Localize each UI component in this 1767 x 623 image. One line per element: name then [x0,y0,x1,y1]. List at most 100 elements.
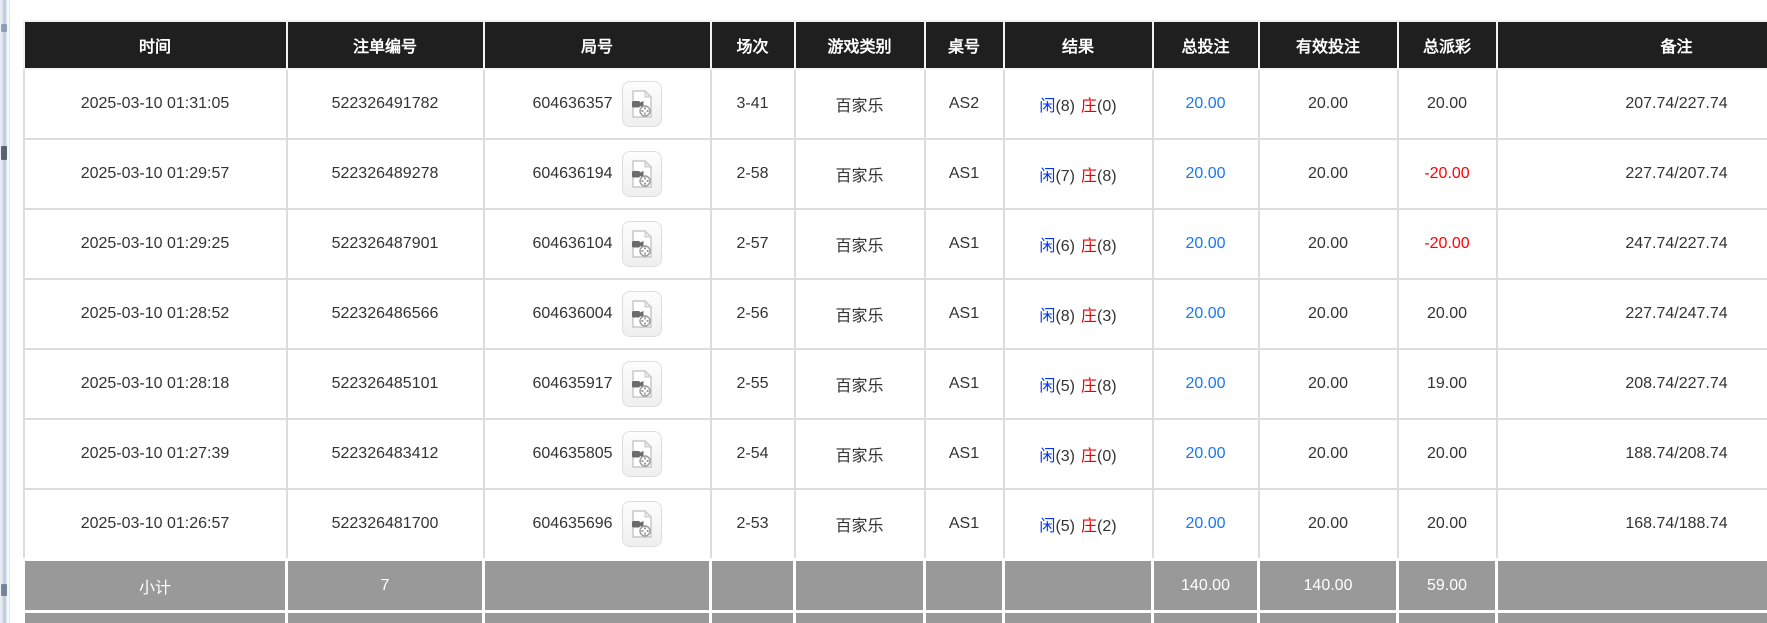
cell-total-bet: 20.00 [1151,278,1260,350]
table-header-row: 时间 注单编号 局号 场次 游戏类别 桌号 结果 总投注 有效投注 总派彩 备注 [22,20,1767,70]
summary-payout: 59.00 [1396,610,1498,623]
cell-result: 闲(7) 庄(8) [1002,138,1154,210]
round-number: 604635696 [532,515,613,532]
summary-total-bet: 140.00 [1151,610,1260,623]
cell-valid-bet: 20.00 [1257,418,1399,490]
player-score: (8) [1055,308,1075,325]
cell-result: 闲(3) 庄(0) [1002,418,1154,490]
edge-artifact [1,584,7,596]
video-file-icon [631,300,652,328]
window-edge-strip [0,0,10,623]
cell-table-no: AS1 [923,278,1005,350]
edge-artifact [1,24,7,32]
cell-bet-id: 522326485101 [285,348,485,420]
cell-session: 2-56 [709,278,796,350]
cell-valid-bet: 20.00 [1257,68,1399,140]
column-header: 桌号 [923,20,1005,70]
banker-result-label: 庄 [1081,448,1098,465]
round-number: 604636357 [532,95,613,112]
column-header: 游戏类别 [793,20,926,70]
video-replay-button[interactable] [621,221,662,267]
round-number: 604635805 [532,445,613,462]
column-header: 备注 [1495,20,1767,70]
cell-session: 2-54 [709,418,796,490]
video-replay-button[interactable] [621,81,662,127]
cell-total-bet: 20.00 [1151,68,1260,140]
cell-time: 2025-03-10 01:26:57 [22,488,288,561]
player-result-label: 闲 [1039,98,1056,115]
cell-game-type: 百家乐 [793,278,926,350]
summary-empty-round [482,558,712,613]
video-file-icon [631,160,652,188]
cell-result: 闲(8) 庄(3) [1002,278,1154,350]
column-header: 总派彩 [1396,20,1498,70]
table-row: 2025-03-10 01:28:52 522326486566 6046360… [22,278,1767,350]
player-score: (3) [1055,448,1075,465]
video-replay-button[interactable] [621,151,662,197]
cell-time: 2025-03-10 01:29:25 [22,208,288,280]
column-header: 总投注 [1151,20,1260,70]
table-row: 2025-03-10 01:29:57 522326489278 6046361… [22,138,1767,210]
bet-records-table: 时间 注单编号 局号 场次 游戏类别 桌号 结果 总投注 有效投注 总派彩 备注… [22,20,1767,623]
banker-result-label: 庄 [1081,518,1098,535]
cell-total-bet: 20.00 [1151,348,1260,420]
cell-game-type: 百家乐 [793,348,926,420]
cell-remark: 207.74/227.74 [1495,68,1767,140]
player-result-label: 闲 [1039,378,1056,395]
edge-artifact [1,146,7,160]
cell-round: 604636194 [482,138,712,210]
cell-game-type: 百家乐 [793,138,926,210]
cell-valid-bet: 20.00 [1257,488,1399,561]
banker-result-label: 庄 [1081,238,1098,255]
video-replay-button[interactable] [621,361,662,407]
banker-score: (3) [1097,308,1117,325]
cell-bet-id: 522326489278 [285,138,485,210]
summary-empty-session [709,558,796,613]
cell-total-bet: 20.00 [1151,138,1260,210]
cell-payout: 20.00 [1396,68,1498,140]
summary-empty-game-type [793,558,926,613]
video-replay-button[interactable] [621,501,662,547]
summary-row: 总计 7 140.00 140.00 59.00 [22,610,1767,623]
cell-remark: 227.74/207.74 [1495,138,1767,210]
video-file-icon [631,90,652,118]
player-result-label: 闲 [1039,448,1056,465]
column-header: 场次 [709,20,796,70]
summary-empty-remark [1495,558,1767,613]
banker-result-label: 庄 [1081,98,1098,115]
banker-score: (8) [1097,378,1117,395]
round-number: 604635917 [532,375,613,392]
cell-session: 2-57 [709,208,796,280]
column-header: 时间 [22,20,288,70]
cell-time: 2025-03-10 01:31:05 [22,68,288,140]
summary-row: 小计 7 140.00 140.00 59.00 [22,558,1767,613]
table-row: 2025-03-10 01:26:57 522326481700 6046356… [22,488,1767,561]
cell-game-type: 百家乐 [793,418,926,490]
cell-valid-bet: 20.00 [1257,348,1399,420]
cell-bet-id: 522326487901 [285,208,485,280]
cell-remark: 168.74/188.74 [1495,488,1767,561]
cell-session: 2-58 [709,138,796,210]
cell-bet-id: 522326483412 [285,418,485,490]
cell-bet-id: 522326481700 [285,488,485,561]
cell-result: 闲(6) 庄(8) [1002,208,1154,280]
table-row: 2025-03-10 01:27:39 522326483412 6046358… [22,418,1767,490]
cell-game-type: 百家乐 [793,68,926,140]
summary-valid-bet: 140.00 [1257,558,1399,613]
table-row: 2025-03-10 01:31:05 522326491782 6046363… [22,68,1767,140]
summary-total-bet: 140.00 [1151,558,1260,613]
player-score: (6) [1055,238,1075,255]
video-file-icon [631,440,652,468]
cell-remark: 208.74/227.74 [1495,348,1767,420]
cell-valid-bet: 20.00 [1257,278,1399,350]
cell-round: 604635917 [482,348,712,420]
video-replay-button[interactable] [621,291,662,337]
cell-table-no: AS1 [923,138,1005,210]
banker-result-label: 庄 [1081,168,1098,185]
cell-remark: 227.74/247.74 [1495,278,1767,350]
summary-empty-remark [1495,610,1767,623]
video-replay-button[interactable] [621,431,662,477]
cell-game-type: 百家乐 [793,208,926,280]
player-score: (7) [1055,168,1075,185]
banker-score: (8) [1097,168,1117,185]
